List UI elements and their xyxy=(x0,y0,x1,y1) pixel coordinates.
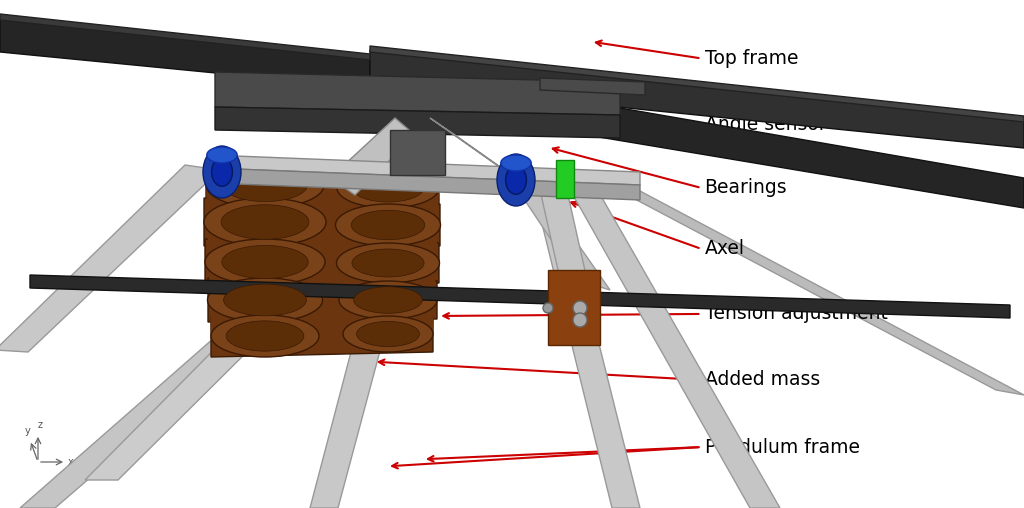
Polygon shape xyxy=(370,50,1024,148)
Ellipse shape xyxy=(501,155,531,171)
Text: Top frame: Top frame xyxy=(705,49,798,68)
Polygon shape xyxy=(540,78,645,95)
Ellipse shape xyxy=(223,284,306,316)
Text: x: x xyxy=(68,457,74,467)
Polygon shape xyxy=(530,175,640,508)
Polygon shape xyxy=(330,118,415,195)
Polygon shape xyxy=(560,172,780,508)
Text: Added mass: Added mass xyxy=(705,370,820,390)
Ellipse shape xyxy=(208,278,323,322)
Ellipse shape xyxy=(351,210,425,240)
Text: z: z xyxy=(38,420,43,430)
Polygon shape xyxy=(545,95,1024,208)
Ellipse shape xyxy=(506,166,526,194)
Polygon shape xyxy=(211,315,433,357)
Polygon shape xyxy=(208,278,437,322)
Text: Axel: Axel xyxy=(705,239,744,259)
Ellipse shape xyxy=(211,315,319,357)
Ellipse shape xyxy=(206,162,324,208)
Ellipse shape xyxy=(221,205,309,239)
Polygon shape xyxy=(210,155,640,185)
Ellipse shape xyxy=(226,321,304,351)
Bar xyxy=(556,160,574,198)
Polygon shape xyxy=(430,118,540,195)
Ellipse shape xyxy=(352,249,424,277)
Polygon shape xyxy=(0,165,220,352)
Ellipse shape xyxy=(204,198,326,246)
Polygon shape xyxy=(310,215,415,508)
Ellipse shape xyxy=(356,322,420,346)
Text: Tension adjustment: Tension adjustment xyxy=(705,304,888,324)
Ellipse shape xyxy=(352,174,424,202)
Polygon shape xyxy=(85,180,415,480)
Polygon shape xyxy=(510,178,610,290)
Polygon shape xyxy=(206,162,439,208)
Ellipse shape xyxy=(343,316,433,352)
Polygon shape xyxy=(206,185,439,336)
Polygon shape xyxy=(205,239,439,285)
Ellipse shape xyxy=(339,281,437,319)
Ellipse shape xyxy=(222,169,307,202)
Ellipse shape xyxy=(497,154,535,206)
Polygon shape xyxy=(20,175,435,508)
Text: y: y xyxy=(26,426,31,436)
Polygon shape xyxy=(210,168,640,200)
Ellipse shape xyxy=(205,239,325,285)
Circle shape xyxy=(543,303,553,313)
Text: Pendulum frame: Pendulum frame xyxy=(705,437,859,457)
Ellipse shape xyxy=(212,157,232,186)
Bar xyxy=(390,130,445,175)
Ellipse shape xyxy=(207,147,238,163)
Polygon shape xyxy=(0,14,370,60)
Ellipse shape xyxy=(337,168,439,208)
Polygon shape xyxy=(0,18,370,88)
Circle shape xyxy=(573,301,587,315)
Text: Bearings: Bearings xyxy=(705,178,787,198)
Ellipse shape xyxy=(353,287,422,313)
Polygon shape xyxy=(215,107,620,138)
Polygon shape xyxy=(30,275,1010,318)
Polygon shape xyxy=(540,190,595,315)
Ellipse shape xyxy=(337,243,439,283)
Text: Angle sensor: Angle sensor xyxy=(705,115,826,134)
Ellipse shape xyxy=(222,245,308,278)
Polygon shape xyxy=(370,46,1024,122)
Polygon shape xyxy=(215,72,620,115)
Circle shape xyxy=(573,313,587,327)
Polygon shape xyxy=(204,198,440,246)
Ellipse shape xyxy=(336,204,440,246)
Ellipse shape xyxy=(203,146,241,198)
Bar xyxy=(548,270,600,345)
Polygon shape xyxy=(580,170,1024,395)
